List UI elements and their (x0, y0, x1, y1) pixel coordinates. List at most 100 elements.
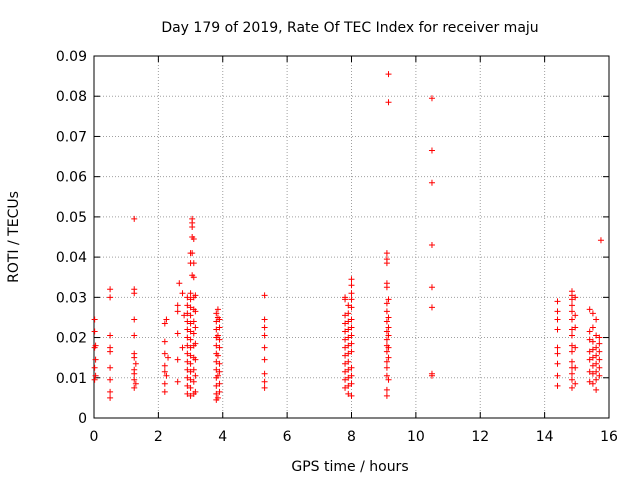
y-tick-label: 0.04 (56, 250, 87, 266)
data-point (348, 304, 355, 311)
data-point (192, 324, 199, 331)
data-point (176, 280, 183, 287)
data-point (184, 374, 191, 381)
data-point (184, 350, 191, 357)
data-point (589, 324, 596, 331)
data-point (91, 316, 98, 323)
data-point (213, 366, 220, 373)
data-point (568, 316, 575, 323)
data-point (589, 338, 596, 345)
chart-title: Day 179 of 2019, Rate Of TEC Index for r… (161, 20, 538, 36)
data-point (190, 318, 197, 325)
data-point (132, 360, 139, 367)
data-point (568, 376, 575, 383)
data-point (192, 372, 199, 379)
data-point (586, 378, 593, 385)
data-point (190, 260, 197, 267)
data-point (107, 364, 114, 371)
grid-lines (94, 56, 609, 418)
data-point (161, 362, 168, 369)
data-point (348, 324, 355, 331)
data-point (107, 394, 114, 401)
data-point (383, 386, 390, 393)
data-point (593, 376, 600, 383)
data-point (132, 380, 139, 387)
data-point (192, 356, 199, 363)
data-point (385, 99, 392, 106)
x-tick-label: 14 (536, 429, 554, 445)
data-point (342, 344, 349, 351)
data-point (586, 336, 593, 343)
data-point (174, 378, 181, 385)
data-point (568, 370, 575, 377)
data-point (131, 366, 138, 373)
data-point (131, 332, 138, 339)
data-point (383, 300, 390, 307)
data-point (216, 344, 223, 351)
data-point (348, 380, 355, 387)
data-point (192, 292, 199, 299)
data-point (589, 380, 596, 387)
data-point (597, 237, 604, 244)
data-point (596, 356, 603, 363)
data-point (187, 368, 194, 375)
data-point (187, 336, 194, 343)
data-point (428, 242, 435, 249)
data-point (593, 316, 600, 323)
data-point (184, 382, 191, 389)
data-point (163, 372, 170, 379)
data-point (184, 334, 191, 341)
data-point (593, 352, 600, 359)
data-point (345, 366, 352, 373)
data-point (385, 354, 392, 361)
data-point (190, 330, 197, 337)
y-tick-label: 0 (78, 411, 87, 427)
data-point (385, 332, 392, 339)
axis-ticks (93, 55, 610, 419)
data-point (383, 308, 390, 315)
data-point (187, 328, 194, 335)
data-point (589, 354, 596, 361)
data-point (213, 318, 220, 325)
data-point (216, 324, 223, 331)
y-tick-label: 0.02 (56, 331, 87, 347)
x-tick-labels: 0 2 4 6 8 10 12 14 16 (90, 429, 618, 445)
x-tick-label: 4 (218, 429, 227, 445)
data-point (554, 350, 561, 357)
data-point (189, 250, 196, 257)
data-point (213, 390, 220, 397)
data-point (554, 326, 561, 333)
data-point (345, 318, 352, 325)
data-point (192, 308, 199, 315)
data-point (184, 342, 191, 349)
data-point (428, 95, 435, 102)
data-point (348, 364, 355, 371)
data-point (568, 326, 575, 333)
data-point (385, 324, 392, 331)
data-point (131, 350, 138, 357)
data-point (216, 368, 223, 375)
data-point (596, 364, 603, 371)
data-points (91, 71, 604, 403)
data-point (216, 316, 223, 323)
data-point (568, 348, 575, 355)
data-point (161, 338, 168, 345)
data-point (165, 354, 172, 361)
data-point (383, 280, 390, 287)
data-point (572, 344, 579, 351)
data-point (554, 308, 561, 315)
data-point (345, 382, 352, 389)
data-point (342, 328, 349, 335)
data-point (342, 336, 349, 343)
data-point (589, 370, 596, 377)
data-point (568, 302, 575, 309)
data-point (568, 358, 575, 365)
y-tick-label: 0.06 (56, 170, 87, 186)
data-point (161, 388, 168, 395)
data-point (342, 320, 349, 327)
data-point (428, 284, 435, 291)
data-point (214, 394, 221, 401)
data-point (554, 344, 561, 351)
data-point (345, 326, 352, 333)
data-point (161, 350, 168, 357)
